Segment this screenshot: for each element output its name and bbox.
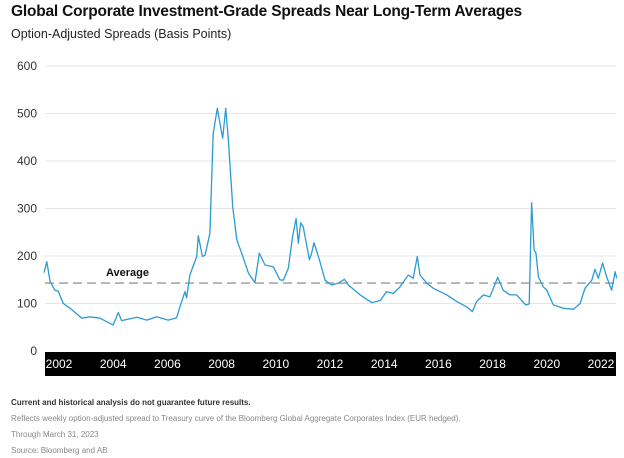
y-tick-label: 100 xyxy=(17,297,37,311)
x-tick-label: 2002 xyxy=(46,357,73,371)
y-tick-label: 400 xyxy=(17,154,37,168)
y-tick-label: 0 xyxy=(30,344,37,358)
footnote-description: Reflects weekly option-adjusted spread t… xyxy=(11,414,461,423)
x-tick-label: 2020 xyxy=(533,357,560,371)
x-tick-label: 2012 xyxy=(317,357,344,371)
chart-subtitle: Option-Adjusted Spreads (Basis Points) xyxy=(11,27,232,41)
x-tick-label: 2022 xyxy=(588,357,615,371)
footnote-date: Through March 31, 2023 xyxy=(11,430,99,439)
y-tick-label: 500 xyxy=(17,107,37,121)
average-label: Average xyxy=(106,267,149,279)
x-tick-label: 2006 xyxy=(154,357,181,371)
x-tick-label: 2014 xyxy=(371,357,398,371)
y-tick-label: 300 xyxy=(17,202,37,216)
x-axis-bar xyxy=(45,352,616,376)
footnote-disclaimer: Current and historical analysis do not g… xyxy=(11,398,251,407)
footnote-source: Source: Bloomberg and AB xyxy=(11,446,108,455)
y-tick-label: 200 xyxy=(17,249,37,263)
series-line xyxy=(43,107,618,326)
x-tick-label: 2018 xyxy=(479,357,506,371)
chart-title: Global Corporate Investment-Grade Spread… xyxy=(11,3,522,20)
y-tick-label: 600 xyxy=(17,59,37,73)
line-chart: 0 100 200 300 400 500 600 2002 2004 2006 2008 2010 2… xyxy=(17,59,618,376)
x-tick-label: 2004 xyxy=(100,357,127,371)
x-tick-label: 2010 xyxy=(262,357,289,371)
x-tick-label: 2008 xyxy=(208,357,235,371)
x-tick-label: 2016 xyxy=(425,357,452,371)
